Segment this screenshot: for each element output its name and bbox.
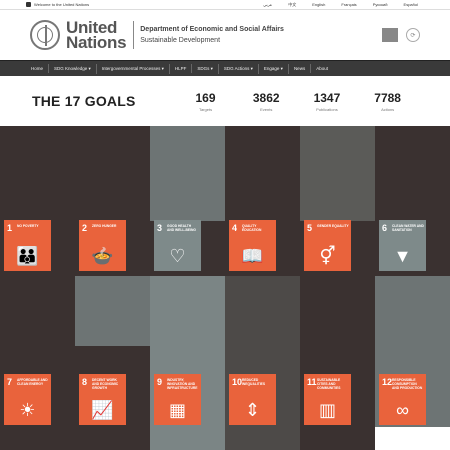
un-emblem-icon[interactable] bbox=[30, 20, 60, 50]
sdg-logo-icon[interactable] bbox=[382, 28, 398, 42]
goal-tile-11[interactable]: 11 Sustainable Cities and Communities ▥ bbox=[304, 374, 351, 425]
nav-home[interactable]: Home bbox=[26, 64, 50, 73]
goal-tile-2[interactable]: 2 Zero Hunger 🍲 bbox=[79, 220, 126, 271]
goals-stats-bar: THE 17 GOALS 169 Targets 3862 Events 134… bbox=[0, 76, 450, 126]
lang-spanish[interactable]: Español bbox=[403, 1, 418, 7]
share-icon[interactable]: ⟳ bbox=[406, 28, 420, 42]
lang-english[interactable]: English bbox=[312, 1, 326, 7]
water-icon: ▼ bbox=[393, 246, 412, 266]
goals-grid: 1 No Poverty 👪 2 Zero Hunger 🍲 3 Good He… bbox=[0, 126, 450, 450]
un-logo-text[interactable]: United Nations bbox=[66, 18, 127, 52]
goal-tile-10[interactable]: 10 Reduced Inequalities ⇕ bbox=[229, 374, 276, 425]
goal-tile-5[interactable]: 5 Gender Equality ⚥ bbox=[304, 220, 351, 271]
goal-tile-8[interactable]: 8 Decent Work and Economic Growth 📈 bbox=[79, 374, 126, 425]
background-photo bbox=[150, 126, 225, 221]
goal-tile-4[interactable]: 4 Quality Education 📖 bbox=[229, 220, 276, 271]
nav-sdg-actions[interactable]: SDG Actions ▾ bbox=[219, 63, 259, 74]
bowl-icon: 🍲 bbox=[91, 246, 114, 266]
heartbeat-icon: ♡ bbox=[169, 246, 186, 266]
nav-engage[interactable]: Engage ▾ bbox=[259, 63, 289, 74]
background-photo bbox=[75, 276, 150, 346]
goal-tile-9[interactable]: 9 Industry, Innovation and Infrastructur… bbox=[154, 374, 201, 425]
lang-chinese[interactable]: 中文 bbox=[288, 1, 297, 7]
un-gateway-link[interactable]: Welcome to the United Nations bbox=[26, 2, 89, 7]
lang-french[interactable]: Français bbox=[341, 1, 357, 7]
nav-hlpf[interactable]: HLPF bbox=[170, 64, 193, 73]
stat-events[interactable]: 3862 Events bbox=[252, 90, 280, 112]
un-gateway-icon bbox=[26, 2, 31, 7]
gender-icon: ⚥ bbox=[319, 246, 336, 266]
nav-sdg-knowledge[interactable]: SDG Knowledge ▾ bbox=[49, 63, 97, 74]
growth-chart-icon: 📈 bbox=[91, 400, 114, 420]
main-navigation: Home SDG Knowledge ▾ Intergovernmental P… bbox=[0, 60, 450, 76]
nav-sdgs[interactable]: SDGs ▾ bbox=[192, 63, 219, 74]
top-bar: Welcome to the United Nations عربي 中文 En… bbox=[0, 0, 450, 10]
background-photo bbox=[300, 126, 375, 221]
gateway-text: Welcome to the United Nations bbox=[34, 2, 90, 7]
city-icon: ▥ bbox=[318, 400, 336, 420]
sun-icon: ☀ bbox=[19, 400, 36, 420]
nav-news[interactable]: News bbox=[289, 64, 312, 73]
nav-intergovernmental-processes[interactable]: Intergovernmental Processes ▾ bbox=[97, 63, 170, 74]
stat-actions[interactable]: 7788 Actions bbox=[374, 90, 401, 112]
family-icon: 👪 bbox=[16, 246, 39, 266]
goal-tile-3[interactable]: 3 Good Health and Well-being ♡ bbox=[154, 220, 201, 271]
equality-icon: ⇕ bbox=[244, 400, 261, 420]
header-divider bbox=[133, 21, 135, 49]
department-title[interactable]: Department of Economic and Social Affair… bbox=[140, 26, 284, 44]
goal-tile-6[interactable]: 6 Clean Water and Sanitation ▼ bbox=[379, 220, 426, 271]
site-header: United Nations Department of Economic an… bbox=[0, 10, 450, 60]
goal-tile-1[interactable]: 1 No Poverty 👪 bbox=[4, 220, 51, 271]
lang-russian[interactable]: Русский bbox=[372, 1, 388, 7]
goal-tile-12[interactable]: 12 Responsible Consumption and Productio… bbox=[379, 374, 426, 425]
infinity-icon: ∞ bbox=[396, 400, 409, 420]
stat-targets[interactable]: 169 Targets bbox=[195, 90, 216, 112]
page-title: THE 17 GOALS bbox=[32, 93, 136, 109]
stat-publications[interactable]: 1347 Publications bbox=[313, 90, 341, 112]
nav-about[interactable]: About bbox=[316, 66, 328, 71]
book-icon: 📖 bbox=[241, 246, 264, 266]
language-selector: عربي 中文 English Français Русский Español bbox=[263, 2, 424, 8]
goal-tile-7[interactable]: 7 Affordable and Clean Energy ☀ bbox=[4, 374, 51, 425]
lang-arabic[interactable]: عربي bbox=[263, 1, 273, 7]
background-photo bbox=[375, 427, 450, 450]
cubes-icon: ▦ bbox=[168, 400, 186, 420]
